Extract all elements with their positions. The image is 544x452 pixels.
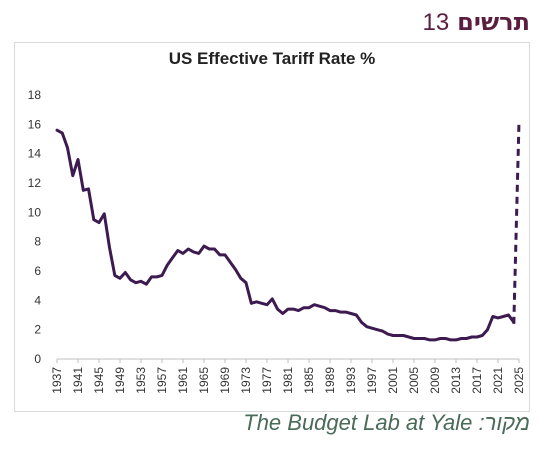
source-text: The Budget Lab at Yale <box>243 410 473 435</box>
y-tick-label: 10 <box>28 205 42 219</box>
chart-title: US Effective Tariff Rate % <box>169 49 376 68</box>
x-tick-label: 1957 <box>155 367 169 394</box>
x-tick-label: 1973 <box>239 367 253 394</box>
figure-label-number: 13 <box>422 9 450 36</box>
source-line: מקור: The Budget Lab at Yale <box>0 410 530 436</box>
source-label: מקור: <box>478 410 530 435</box>
y-tick-label: 4 <box>34 293 41 307</box>
x-tick-label: 1937 <box>50 367 64 394</box>
x-tick-label: 1969 <box>218 367 232 394</box>
y-tick-label: 16 <box>28 117 42 131</box>
y-tick-label: 0 <box>34 352 41 366</box>
y-tick-label: 8 <box>34 235 41 249</box>
x-tick-label: 2009 <box>428 367 442 394</box>
chart-frame: US Effective Tariff Rate % 0 2 4 6 8 10 12 14 16… <box>14 42 530 412</box>
figure-label-word: תרשים <box>457 8 530 36</box>
tariff-rate-chart: US Effective Tariff Rate % 0 2 4 6 8 10 12 14 16… <box>28 49 526 394</box>
x-tick-label: 1997 <box>365 367 379 394</box>
x-tick-label: 1965 <box>197 367 211 394</box>
x-tick-label: 1981 <box>281 367 295 394</box>
tariff-rate-projection-line <box>512 121 521 324</box>
y-tick-label: 2 <box>34 323 41 337</box>
y-tick-label: 18 <box>28 88 42 102</box>
x-tick-label: 1989 <box>323 367 337 394</box>
figure-label: תרשים 13 <box>422 8 530 37</box>
x-tick-label: 2001 <box>386 367 400 394</box>
x-tick-label: 1953 <box>134 367 148 394</box>
x-tick-label: 1977 <box>260 367 274 394</box>
y-tick-label: 6 <box>34 264 41 278</box>
tariff-rate-line <box>55 128 516 342</box>
x-tick-label: 2021 <box>491 367 505 394</box>
x-tick-label: 2025 <box>512 367 526 394</box>
x-tick-label: 1941 <box>71 367 85 394</box>
x-tick-label: 1961 <box>176 367 190 394</box>
x-tick-label: 2013 <box>449 367 463 394</box>
x-tick-label: 1985 <box>302 367 316 394</box>
y-tick-label: 14 <box>28 147 42 161</box>
x-tick-label: 1993 <box>344 367 358 394</box>
x-tick-label: 1945 <box>92 367 106 394</box>
x-tick-label: 2017 <box>470 367 484 394</box>
y-tick-label: 12 <box>28 176 42 190</box>
x-tick-label: 1949 <box>113 367 127 394</box>
x-tick-label: 2005 <box>407 367 421 394</box>
